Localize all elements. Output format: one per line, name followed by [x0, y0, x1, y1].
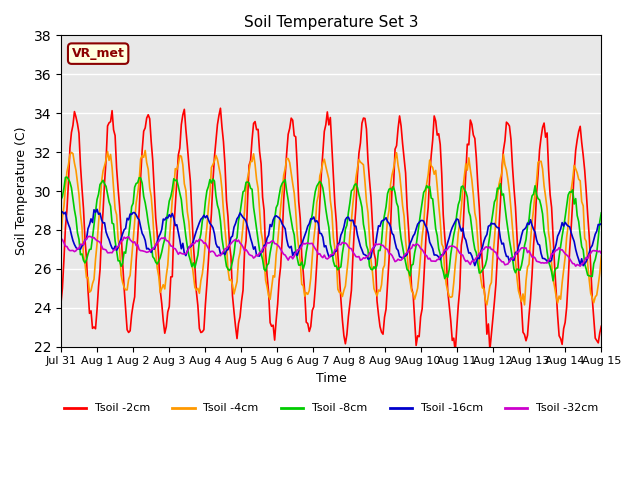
Tsoil -8cm [295, 262, 303, 268]
Tsoil -2cm [237, 299, 245, 304]
Tsoil -2cm [220, 139, 227, 144]
Tsoil -8cm [237, 200, 245, 205]
Tsoil -2cm [570, 168, 578, 174]
Tsoil -8cm [549, 278, 557, 284]
Tsoil -8cm [570, 201, 578, 207]
Tsoil -8cm [57, 197, 65, 203]
Tsoil -4cm [246, 158, 254, 164]
Tsoil -32cm [246, 252, 254, 258]
Text: VR_met: VR_met [72, 47, 125, 60]
Tsoil -16cm [579, 263, 587, 268]
Tsoil -4cm [220, 208, 227, 214]
Tsoil -8cm [220, 245, 227, 251]
Tsoil -2cm [246, 157, 254, 163]
Tsoil -16cm [246, 235, 254, 241]
Tsoil -4cm [141, 147, 149, 153]
Line: Tsoil -16cm: Tsoil -16cm [61, 209, 601, 265]
Line: Tsoil -2cm: Tsoil -2cm [61, 108, 601, 352]
Tsoil -2cm [597, 324, 605, 329]
Tsoil -4cm [483, 302, 491, 308]
Tsoil -32cm [220, 249, 227, 254]
Tsoil -16cm [57, 208, 65, 214]
Tsoil -16cm [220, 250, 227, 255]
Tsoil -8cm [125, 233, 132, 239]
Tsoil -4cm [237, 238, 245, 244]
Tsoil -16cm [125, 217, 132, 223]
Line: Tsoil -4cm: Tsoil -4cm [61, 150, 601, 305]
Tsoil -4cm [570, 163, 578, 168]
Tsoil -2cm [57, 301, 65, 307]
Tsoil -16cm [569, 235, 577, 240]
Tsoil -32cm [597, 251, 605, 256]
Tsoil -8cm [246, 185, 254, 191]
Tsoil -16cm [295, 248, 303, 254]
Tsoil -32cm [86, 233, 93, 239]
Tsoil -16cm [237, 212, 245, 218]
Title: Soil Temperature Set 3: Soil Temperature Set 3 [244, 15, 419, 30]
Tsoil -32cm [295, 247, 303, 253]
X-axis label: Time: Time [316, 372, 346, 385]
Tsoil -8cm [63, 174, 71, 180]
Tsoil -16cm [597, 221, 605, 227]
Tsoil -32cm [569, 261, 577, 266]
Y-axis label: Soil Temperature (C): Soil Temperature (C) [15, 127, 28, 255]
Tsoil -2cm [295, 199, 303, 204]
Tsoil -16cm [93, 206, 101, 212]
Tsoil -32cm [125, 234, 132, 240]
Tsoil -2cm [451, 349, 459, 355]
Legend: Tsoil -2cm, Tsoil -4cm, Tsoil -8cm, Tsoil -16cm, Tsoil -32cm: Tsoil -2cm, Tsoil -4cm, Tsoil -8cm, Tsoi… [60, 399, 603, 418]
Tsoil -2cm [124, 327, 131, 333]
Tsoil -2cm [216, 106, 224, 111]
Tsoil -8cm [597, 210, 605, 216]
Line: Tsoil -32cm: Tsoil -32cm [61, 236, 601, 266]
Tsoil -32cm [57, 236, 65, 241]
Tsoil -4cm [597, 253, 605, 259]
Tsoil -4cm [295, 245, 303, 251]
Line: Tsoil -8cm: Tsoil -8cm [61, 177, 601, 281]
Tsoil -4cm [57, 236, 65, 242]
Tsoil -32cm [237, 241, 245, 247]
Tsoil -4cm [124, 287, 131, 293]
Tsoil -32cm [572, 264, 580, 269]
